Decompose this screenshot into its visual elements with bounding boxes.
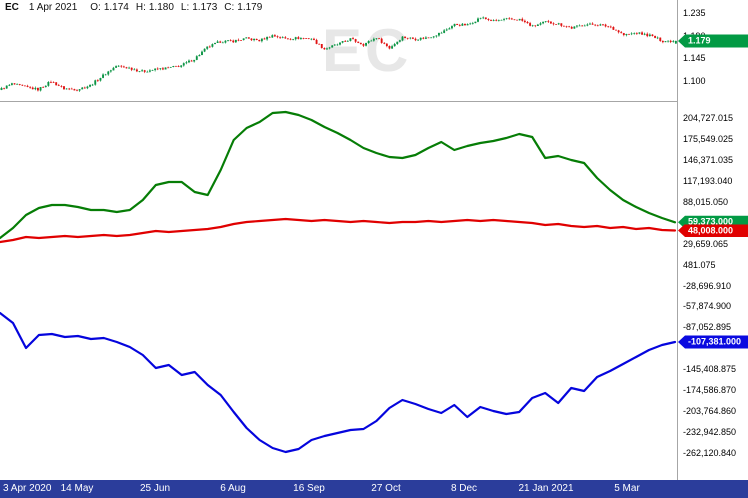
date-label: 27 Oct	[371, 483, 401, 494]
axis-tick-label: 29,659.065	[683, 238, 729, 249]
date-label: 14 May	[60, 483, 94, 494]
axis-tick-label: -262,120.840	[683, 448, 737, 458]
date-label: 21 Jan 2021	[518, 483, 574, 494]
symbol-label: EC	[5, 2, 19, 13]
net-positions-panel[interactable]	[0, 102, 677, 480]
axis-tick-label: -232,942.850	[683, 427, 737, 438]
date-label: 8 Dec	[450, 483, 478, 494]
axis-tick-label: 204,727.015	[683, 113, 734, 123]
axis-tick-label: 1.145	[683, 53, 706, 63]
date-label: 25 Jun	[139, 483, 171, 494]
axis-tick-label: -145,408.875	[683, 364, 737, 375]
date-label: 16 Sep	[293, 483, 325, 494]
open-label: O:	[90, 2, 101, 13]
close-label: C:	[224, 2, 235, 13]
watermark-symbol: EC	[322, 17, 412, 84]
high-value: 1.180	[148, 2, 174, 13]
axis-tick-label: -174,586.870	[683, 385, 737, 396]
last-price-badge: 1.179	[678, 34, 748, 48]
low-value: 1.173	[192, 2, 218, 13]
close-value: 1.179	[237, 2, 263, 13]
axis-tick-label: 146,371.035	[683, 154, 734, 165]
value-axis[interactable]: 1.2351.1901.1451.100204,727.015175,549.0…	[677, 0, 748, 480]
axis-tick-label: 1.100	[683, 75, 706, 86]
axis-tick-label: -87,052.895	[683, 322, 732, 333]
low-label: L:	[180, 2, 190, 13]
price-panel[interactable]: EC EC 1 Apr 2021 O: 1.174 H: 1.180 L: 1.173 C: 1.…	[0, 0, 677, 102]
date-label: 3 Apr 2020	[3, 483, 52, 494]
indicator-value-badge: 48,008.000	[678, 224, 748, 237]
bar-date: 1 Apr 2021	[28, 2, 78, 13]
quote-header: EC 1 Apr 2021 O: 1.174 H: 1.180 L: 1.173 C: 1.179	[5, 2, 262, 13]
axis-tick-label: -28,696.910	[683, 280, 732, 291]
candlestick-layer	[0, 16, 677, 92]
axis-tick-label: 1.235	[683, 8, 706, 18]
axis-tick-label: -57,874.900	[683, 301, 732, 312]
open-value: 1.174	[103, 2, 129, 13]
axis-tick-label: 481.075	[683, 259, 716, 270]
indicator-value-badge: -107,381.000	[678, 335, 748, 349]
date-label: 6 Aug	[220, 483, 246, 494]
high-label: H:	[135, 2, 146, 13]
date-axis[interactable]: 3 Apr 2020 14 May 25 Jun 6 Aug 16 Sep 27 Oct 8…	[0, 480, 748, 498]
net-position-lines-layer	[0, 110, 677, 454]
axis-tick-label: 117,193.040	[683, 175, 733, 186]
axis-tick-label: 88,015.050	[683, 196, 729, 207]
axis-tick-label: 175,549.025	[683, 133, 734, 144]
date-label: 5 Mar	[614, 483, 640, 494]
axis-tick-label: -203,764.860	[683, 406, 737, 417]
